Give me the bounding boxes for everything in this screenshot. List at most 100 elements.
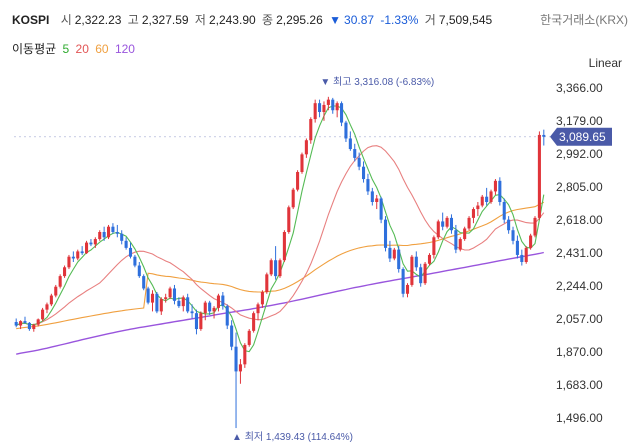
candle-body bbox=[383, 219, 388, 248]
open-value: 2,322.23 bbox=[74, 13, 122, 27]
y-tick-label: 1,870.00 bbox=[556, 345, 603, 359]
candle-body bbox=[243, 344, 247, 365]
low-value: 2,243.90 bbox=[208, 13, 256, 27]
close-value: 2,295.26 bbox=[276, 13, 323, 27]
candle-body bbox=[199, 313, 203, 330]
candle-body bbox=[194, 313, 199, 330]
candle-body bbox=[313, 103, 317, 120]
candle-body bbox=[322, 104, 326, 112]
candle-body bbox=[304, 140, 308, 155]
change-value: 30.87 bbox=[344, 13, 375, 27]
candle-body bbox=[287, 207, 291, 232]
candle-body bbox=[265, 274, 269, 292]
candle-body bbox=[300, 154, 304, 172]
candle-body bbox=[454, 230, 458, 250]
high-annotation: ▼ 최고 3,316.08 (-6.83%) bbox=[320, 76, 434, 88]
volume-label: 거 bbox=[424, 13, 436, 27]
candle-body bbox=[238, 364, 242, 372]
candle-body bbox=[190, 311, 194, 314]
candle-body bbox=[278, 260, 282, 277]
candle-body bbox=[485, 196, 489, 202]
candle-body bbox=[58, 276, 62, 287]
candle-body bbox=[291, 189, 295, 208]
volume-value: 7,509,545 bbox=[438, 13, 493, 27]
candle-body bbox=[511, 230, 515, 241]
ma-120-line bbox=[16, 251, 544, 355]
candle-body bbox=[216, 295, 220, 308]
current-price-badge bbox=[550, 127, 612, 146]
candle-body bbox=[14, 322, 18, 326]
candle-body bbox=[27, 322, 31, 330]
candle-body bbox=[260, 292, 264, 305]
candle-body bbox=[247, 330, 251, 345]
candle-body bbox=[164, 297, 168, 300]
high-value: 2,327.59 bbox=[141, 13, 189, 27]
candle-body bbox=[115, 232, 119, 234]
y-tick-label: 3,179.00 bbox=[556, 114, 603, 128]
candle-body bbox=[181, 297, 185, 307]
candle-body bbox=[427, 254, 432, 264]
candle-body bbox=[49, 295, 53, 305]
candle-body bbox=[361, 166, 366, 180]
candle-body bbox=[493, 180, 497, 192]
candle-body bbox=[54, 286, 58, 296]
open-label: 시 bbox=[60, 13, 72, 27]
candle-body bbox=[344, 122, 348, 139]
candle-body bbox=[150, 293, 155, 303]
candle-body bbox=[137, 265, 141, 277]
candle-body bbox=[507, 219, 511, 231]
ma-legend-label: 이동평균 bbox=[12, 42, 57, 56]
moving-average-legend[interactable]: 이동평균 5 20 60 120 bbox=[12, 40, 138, 57]
ma-120-label[interactable]: 120 bbox=[114, 42, 135, 56]
candle-body bbox=[252, 313, 256, 331]
candle-body bbox=[357, 157, 361, 167]
candle-body bbox=[146, 288, 150, 303]
candle-body bbox=[515, 240, 519, 255]
y-tick-label: 3,366.00 bbox=[556, 81, 603, 95]
candle-body bbox=[366, 179, 370, 192]
candle-body bbox=[441, 221, 445, 227]
candle-body bbox=[234, 346, 238, 372]
scale-toggle-button[interactable]: Linear bbox=[588, 56, 622, 70]
candle-body bbox=[203, 302, 207, 314]
high-label: 고 bbox=[127, 13, 139, 27]
candle-body bbox=[318, 103, 322, 112]
candle-body bbox=[436, 221, 440, 238]
candle-body bbox=[89, 242, 93, 245]
candle-body bbox=[449, 217, 454, 231]
candle-body bbox=[388, 247, 392, 259]
candle-body bbox=[520, 254, 524, 262]
candle-body bbox=[537, 134, 541, 218]
y-tick-label: 2,057.00 bbox=[556, 312, 603, 326]
y-tick-label: 1,496.00 bbox=[556, 411, 603, 425]
candle-body bbox=[401, 269, 405, 294]
candle-body bbox=[463, 228, 467, 240]
ma-60-label[interactable]: 60 bbox=[95, 42, 109, 56]
candle-body bbox=[423, 263, 427, 284]
candle-body bbox=[419, 267, 423, 284]
candle-body bbox=[225, 306, 229, 326]
candle-body bbox=[45, 304, 49, 310]
candle-body bbox=[375, 198, 379, 202]
candle-body bbox=[41, 309, 45, 320]
candle-body bbox=[542, 134, 546, 137]
candle-body bbox=[177, 300, 181, 307]
candle-body bbox=[467, 217, 471, 229]
y-tick-label: 2,618.00 bbox=[556, 213, 603, 227]
candle-body bbox=[480, 196, 484, 206]
candle-body bbox=[524, 247, 528, 262]
candle-body bbox=[498, 180, 502, 202]
candle-body bbox=[124, 240, 128, 248]
candle-body bbox=[19, 321, 23, 326]
ma-20-label[interactable]: 20 bbox=[75, 42, 89, 56]
candle-body bbox=[230, 325, 234, 347]
candle-body bbox=[533, 217, 537, 236]
candle-body bbox=[93, 239, 97, 245]
symbol-name: KOSPI bbox=[12, 13, 50, 27]
candle-body bbox=[335, 103, 339, 111]
candle-body bbox=[71, 256, 75, 259]
candle-body bbox=[80, 251, 84, 254]
ma-5-label[interactable]: 5 bbox=[62, 42, 70, 56]
candle-body bbox=[76, 251, 80, 259]
